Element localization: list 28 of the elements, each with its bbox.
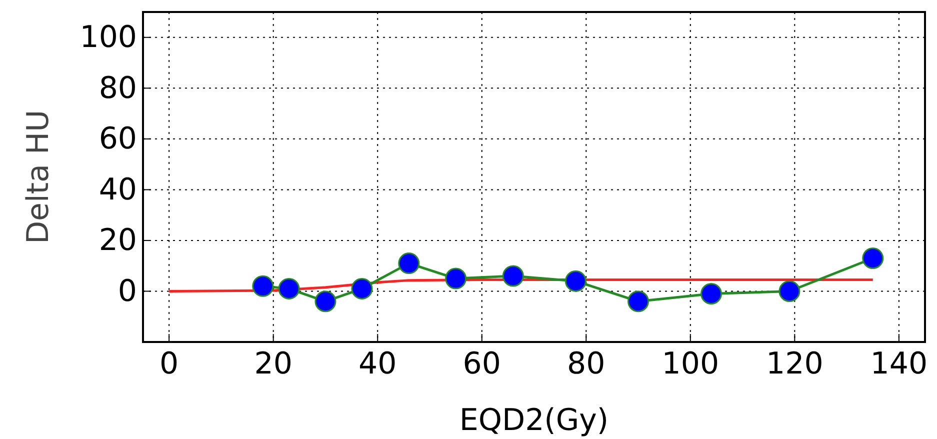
- y-tick-label: 0: [118, 274, 137, 309]
- point: [778, 280, 800, 302]
- y-tick-label: 100: [80, 20, 137, 55]
- point: [628, 290, 650, 312]
- y-tick-label: 40: [98, 172, 137, 208]
- x-tick-label: 80: [567, 346, 606, 382]
- y-tick-label: 80: [98, 70, 137, 106]
- x-tick-label: 0: [160, 346, 179, 382]
- point: [862, 247, 884, 269]
- y-tick-label: 60: [98, 122, 137, 157]
- point: [398, 252, 420, 274]
- x-tick-label: 100: [662, 346, 720, 382]
- x-tick-label: 120: [766, 346, 824, 382]
- y-tick-label: 20: [98, 223, 137, 258]
- x-tick-label: 40: [358, 346, 397, 382]
- point: [278, 278, 300, 300]
- x-axis-title: EQD2(Gy): [459, 403, 609, 438]
- point: [700, 283, 722, 305]
- point: [564, 270, 586, 292]
- point: [314, 290, 336, 312]
- point: [351, 278, 373, 300]
- x-tick-label: 140: [870, 346, 928, 382]
- point: [445, 268, 467, 290]
- point: [252, 275, 274, 297]
- x-tick-label: 60: [462, 346, 501, 382]
- y-axis-title: Delta HU: [21, 110, 56, 244]
- x-tick-label: 20: [254, 346, 292, 382]
- point: [502, 265, 524, 287]
